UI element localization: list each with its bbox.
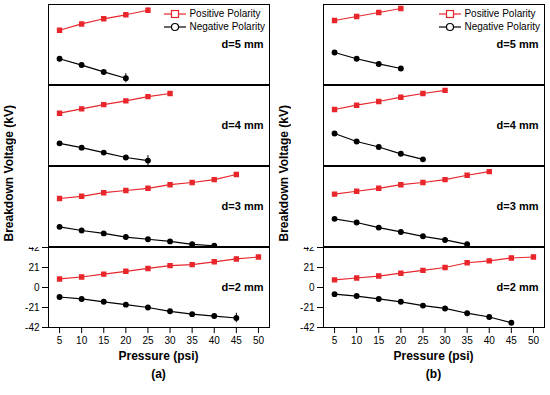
svg-text:-21: -21 (25, 302, 40, 313)
html-text:(a): (a) (151, 367, 166, 381)
svg-text:d=4 mm: d=4 mm (222, 119, 264, 131)
html-text:Positive Polarity: Positive Polarity (189, 8, 261, 19)
svg-text:10: 10 (76, 335, 88, 346)
html-text:Pressure (psi): Pressure (psi) (393, 349, 474, 363)
html-text:Breakdown Voltage (kV): Breakdown Voltage (kV) (277, 105, 291, 242)
svg-text:25: 25 (417, 335, 429, 346)
svg-text:0: 0 (34, 282, 40, 293)
svg-text:d=3 mm: d=3 mm (497, 200, 539, 212)
svg-text:15: 15 (98, 335, 110, 346)
svg-text:d=5 mm: d=5 mm (497, 38, 539, 50)
svg-text:40: 40 (209, 335, 221, 346)
svg-text:d=3 mm: d=3 mm (222, 200, 264, 212)
svg-text:35: 35 (187, 335, 199, 346)
svg-text:d=5 mm: d=5 mm (222, 38, 264, 50)
html-text:(b): (b) (425, 367, 442, 381)
svg-text:0: 0 (309, 282, 315, 293)
svg-text:-42: -42 (25, 322, 40, 333)
svg-text:10: 10 (351, 335, 363, 346)
html-text:Breakdown Voltage (kV): Breakdown Voltage (kV) (2, 105, 16, 242)
svg-text:25: 25 (142, 335, 154, 346)
svg-text:20: 20 (120, 335, 132, 346)
svg-text:21: 21 (28, 262, 40, 273)
svg-text:42: 42 (303, 247, 315, 253)
svg-text:35: 35 (462, 335, 474, 346)
svg-text:50: 50 (253, 335, 265, 346)
svg-text:-42: -42 (300, 322, 315, 333)
svg-text:21: 21 (303, 262, 315, 273)
html-text:Negative Polarity: Negative Polarity (464, 21, 540, 32)
svg-text:5: 5 (332, 335, 338, 346)
svg-text:45: 45 (231, 335, 243, 346)
svg-text:50: 50 (528, 335, 540, 346)
svg-text:d=2 mm: d=2 mm (497, 281, 539, 293)
svg-text:45: 45 (506, 335, 518, 346)
html-text:Positive Polarity: Positive Polarity (464, 8, 536, 19)
svg-text:20: 20 (395, 335, 407, 346)
svg-text:d=4 mm: d=4 mm (497, 119, 539, 131)
svg-text:-21: -21 (300, 302, 315, 313)
html-text:Pressure (psi): Pressure (psi) (118, 349, 199, 363)
svg-text:5: 5 (57, 335, 63, 346)
svg-text:d=2 mm: d=2 mm (222, 281, 264, 293)
svg-text:30: 30 (164, 335, 176, 346)
svg-text:30: 30 (439, 335, 451, 346)
svg-text:40: 40 (484, 335, 496, 346)
svg-text:42: 42 (28, 247, 40, 253)
html-text:Negative Polarity: Negative Polarity (189, 21, 265, 32)
svg-text:15: 15 (373, 335, 385, 346)
